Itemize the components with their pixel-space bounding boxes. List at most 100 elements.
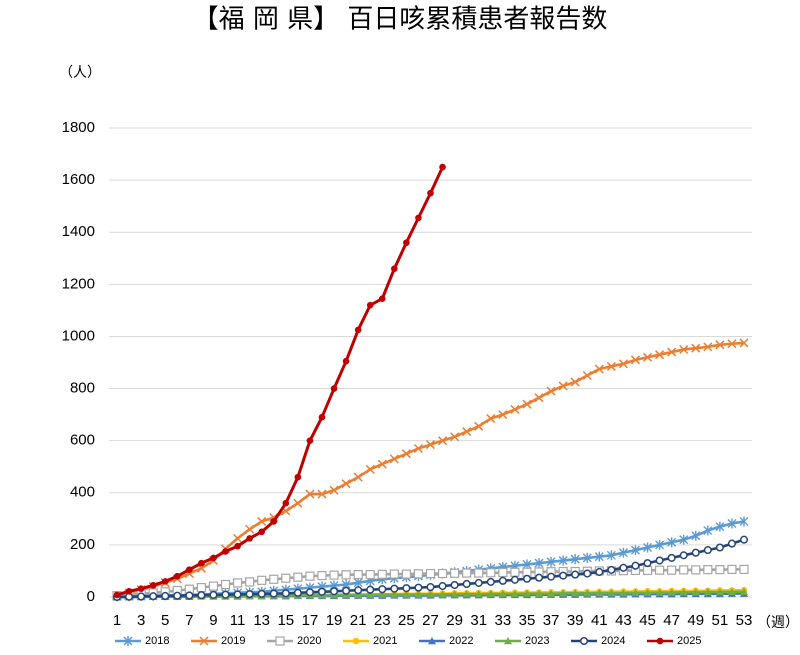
marker <box>498 410 508 420</box>
marker <box>715 340 725 350</box>
y-tick-label: 800 <box>70 380 95 397</box>
marker <box>342 357 350 365</box>
marker <box>186 566 193 573</box>
marker <box>655 556 664 565</box>
x-tick-label: 21 <box>350 612 367 629</box>
marker <box>474 421 484 431</box>
marker <box>246 535 253 542</box>
marker <box>366 301 374 309</box>
marker <box>691 548 700 557</box>
y-tick-label: 600 <box>70 432 95 449</box>
marker <box>173 572 181 580</box>
marker <box>534 393 544 403</box>
y-tick-label: 400 <box>70 484 95 501</box>
x-tick-label: 43 <box>615 612 632 629</box>
legend-label: 2019 <box>221 635 245 647</box>
marker <box>450 568 460 578</box>
marker <box>534 558 544 569</box>
marker <box>258 528 265 536</box>
marker <box>233 533 243 543</box>
marker <box>462 568 472 578</box>
marker <box>498 576 507 585</box>
marker <box>703 565 713 575</box>
marker <box>679 588 688 596</box>
marker <box>366 585 375 594</box>
marker <box>269 589 278 598</box>
marker <box>329 485 339 495</box>
marker <box>438 590 447 598</box>
marker <box>366 590 375 599</box>
marker <box>354 590 363 599</box>
marker <box>353 577 363 588</box>
marker <box>547 589 556 597</box>
marker <box>631 588 640 597</box>
x-tick-label: 47 <box>663 612 680 629</box>
marker <box>654 565 665 575</box>
marker <box>365 464 375 474</box>
marker <box>269 574 279 584</box>
marker <box>401 449 411 459</box>
legend-marker <box>275 636 285 646</box>
marker <box>642 565 653 576</box>
marker <box>281 589 290 598</box>
marker <box>354 586 363 595</box>
marker <box>113 591 121 599</box>
marker <box>643 559 652 568</box>
legend-label: 2025 <box>677 635 701 647</box>
marker <box>522 574 532 583</box>
marker <box>739 564 749 574</box>
marker <box>425 440 436 450</box>
y-tick-label: 1600 <box>62 171 95 188</box>
marker <box>232 578 243 588</box>
marker <box>390 590 399 598</box>
marker <box>595 589 604 597</box>
x-tick-label: 49 <box>687 612 704 629</box>
marker <box>594 551 604 562</box>
marker <box>221 590 230 599</box>
marker <box>558 555 568 566</box>
marker <box>353 569 363 580</box>
marker <box>378 295 386 302</box>
marker <box>643 542 653 553</box>
legend-marker <box>656 637 664 645</box>
marker <box>341 570 351 580</box>
marker <box>305 571 315 581</box>
x-tick-label: 29 <box>446 612 463 629</box>
marker <box>450 590 459 598</box>
marker <box>403 239 410 246</box>
marker <box>474 578 483 587</box>
marker <box>727 539 736 548</box>
marker <box>582 552 592 563</box>
marker <box>281 573 291 583</box>
y-tick-label: 1000 <box>62 327 95 344</box>
marker <box>583 589 592 597</box>
marker <box>353 472 363 482</box>
legend-marker <box>428 637 436 645</box>
marker <box>161 591 170 601</box>
marker <box>317 489 327 499</box>
marker <box>413 443 423 454</box>
marker <box>715 521 725 532</box>
marker <box>161 578 169 585</box>
marker <box>727 564 737 574</box>
marker <box>439 163 446 171</box>
x-tick-label: 3 <box>137 612 145 629</box>
marker <box>547 572 556 581</box>
marker <box>137 592 146 601</box>
marker <box>438 436 448 446</box>
marker <box>305 588 314 597</box>
marker <box>510 575 519 584</box>
marker <box>558 381 568 391</box>
marker <box>606 361 616 371</box>
marker <box>570 377 580 387</box>
marker <box>342 586 351 595</box>
marker <box>222 548 229 555</box>
marker <box>220 579 231 590</box>
marker <box>594 364 604 374</box>
x-tick-label: 37 <box>543 612 560 629</box>
legend-marker <box>123 636 133 646</box>
marker <box>270 518 278 525</box>
marker <box>486 577 495 586</box>
marker <box>582 370 592 381</box>
legend-label: 2018 <box>145 635 169 647</box>
